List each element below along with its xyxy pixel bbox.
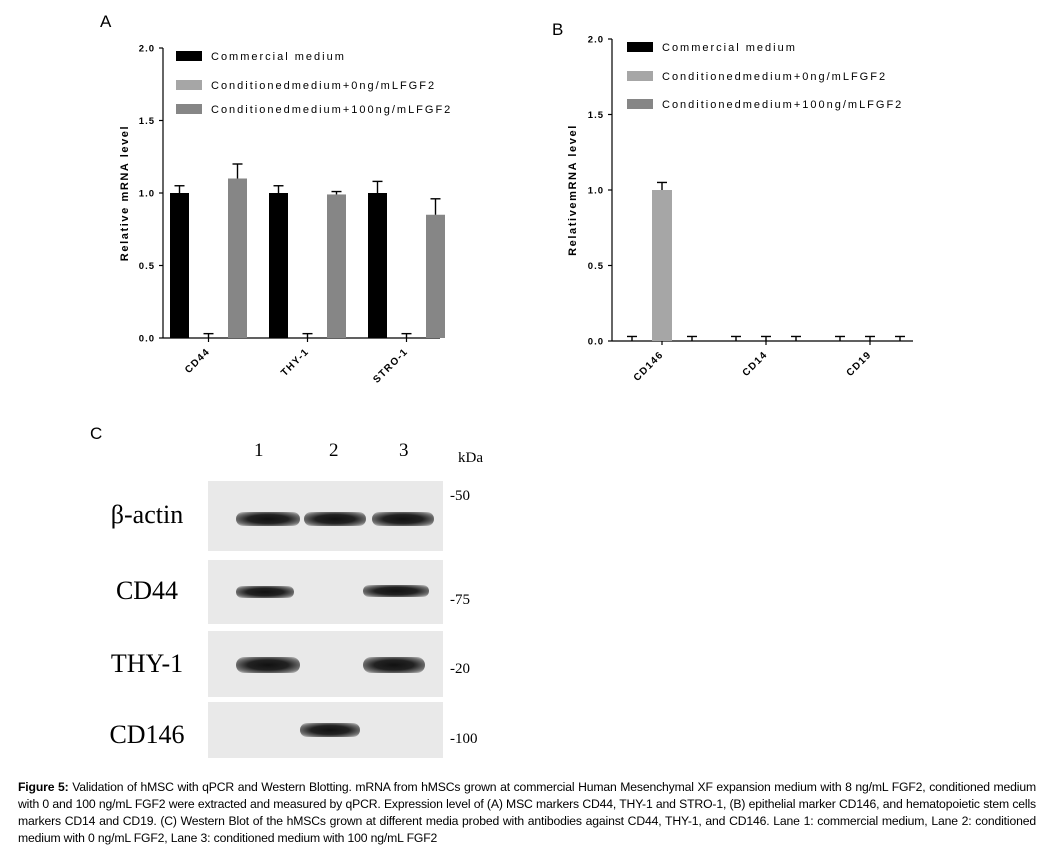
mw-marker-50: -50 [450, 488, 470, 504]
bar-thy-1-series-3 [327, 194, 346, 338]
y-tick-label: 0.0 [588, 337, 604, 348]
legend-swatch-1 [176, 51, 202, 61]
blot-label-cd146: CD146 [109, 720, 185, 749]
blot-strip-cd44 [208, 560, 443, 624]
legend-label-3: Conditionedmedium+100ng/mLFGF2 [662, 99, 903, 111]
y-tick-label: 1.5 [139, 116, 155, 127]
y-axis-label: RelativemRNA level [567, 124, 579, 256]
legend-label-2: Conditionedmedium+0ng/mLFGF2 [211, 80, 436, 92]
legend-swatch-3 [176, 104, 202, 114]
x-tick-label-cd19: CD19 [845, 349, 875, 379]
y-tick-label: 0.0 [139, 334, 155, 345]
blot-strip-beta-actin [208, 481, 443, 551]
kda-unit-label: kDa [458, 450, 483, 466]
band-thy1-lane3 [363, 657, 425, 673]
bar-cd44-series-1 [170, 193, 189, 338]
blot-label-beta-actin: β-actin [110, 500, 184, 529]
panel-c-label: C [90, 424, 103, 443]
bar-stro-1-series-3 [426, 214, 445, 338]
lane-number-2: 2 [329, 440, 339, 461]
bar-stro-1-series-1 [368, 193, 387, 338]
y-tick-label: 1.5 [588, 110, 604, 121]
blot-strip-thy1 [208, 631, 443, 697]
band-thy1-lane1 [236, 657, 300, 673]
mw-marker-75: -75 [450, 592, 470, 608]
bar-cd44-series-3 [228, 178, 247, 338]
blot-strip-cd146 [208, 702, 443, 758]
legend-label-2: Conditionedmedium+0ng/mLFGF2 [662, 71, 887, 83]
y-axis-label: Relative mRNA level [119, 125, 131, 261]
band-cd44-lane3 [363, 585, 429, 597]
y-tick-label: 0.5 [139, 261, 155, 272]
band-beta-actin-lane2 [304, 512, 366, 526]
bar-cd146-series-2 [652, 190, 672, 341]
y-tick-label: 1.0 [588, 186, 604, 197]
legend-swatch-2 [627, 71, 653, 81]
lane-number-1: 1 [254, 440, 264, 461]
legend-swatch-1 [627, 42, 653, 52]
chart-b: 0.0 0.5 1.0 1.5 2.0 RelativemRNA level CD146 CD… [567, 35, 913, 384]
caption-label: Figure 5: [18, 780, 69, 794]
caption-text: Validation of hMSC with qPCR and Western… [18, 780, 1036, 845]
legend-label-1: Commercial medium [662, 42, 797, 54]
blot-label-cd44: CD44 [115, 576, 179, 605]
legend-label-3: Conditionedmedium+100ng/mLFGF2 [211, 104, 452, 116]
band-cd44-lane1 [236, 586, 294, 598]
band-cd146-lane2 [300, 723, 360, 737]
legend-swatch-2 [176, 80, 202, 90]
x-tick-label-cd14: CD14 [741, 349, 771, 379]
panel-a-label: A [100, 12, 112, 31]
band-beta-actin-lane1 [236, 512, 300, 526]
y-tick-label: 2.0 [139, 44, 155, 55]
x-tick-label-cd146: CD146 [632, 349, 666, 383]
panel-b-label: B [552, 20, 564, 39]
legend-label-1: Commercial medium [211, 51, 346, 63]
lane-number-3: 3 [399, 440, 409, 461]
y-tick-label: 2.0 [588, 35, 604, 46]
figure-caption: Figure 5: Validation of hMSC with qPCR a… [18, 779, 1036, 847]
band-beta-actin-lane3 [372, 512, 434, 526]
y-tick-label: 0.5 [588, 261, 604, 272]
legend-swatch-3 [627, 99, 653, 109]
bar-thy-1-series-1 [269, 193, 288, 338]
blot-label-thy1: THY-1 [110, 649, 184, 678]
y-tick-label: 1.0 [139, 189, 155, 200]
mw-marker-100: -100 [450, 731, 478, 747]
mw-marker-20: -20 [450, 661, 470, 677]
